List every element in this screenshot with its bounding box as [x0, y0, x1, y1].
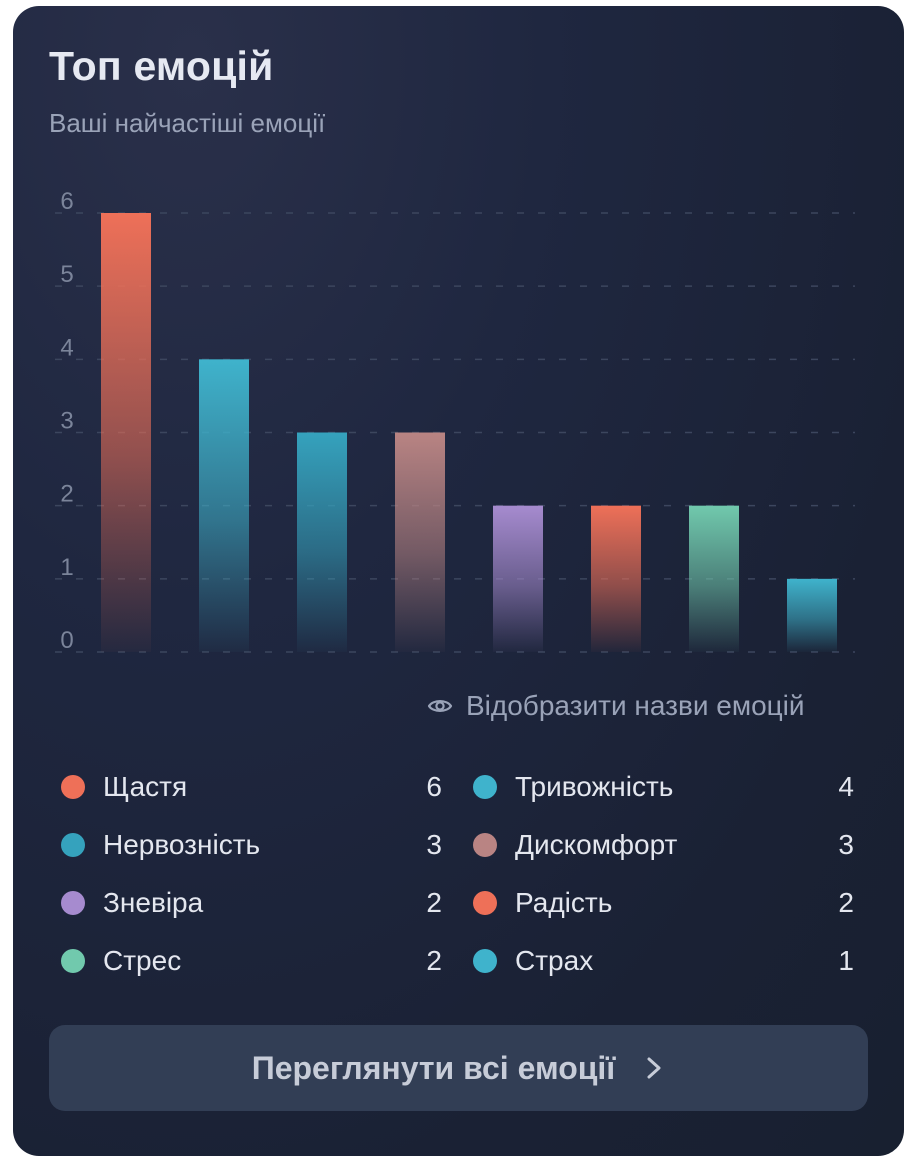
legend-emotion-count: 2	[426, 945, 442, 976]
legend-color-dot	[61, 891, 85, 915]
legend-emotion-count: 2	[426, 887, 442, 918]
legend-emotion-count: 1	[838, 945, 854, 976]
legend-color-dot	[473, 891, 497, 915]
legend-item: Страх 1	[461, 932, 854, 990]
legend-emotion-count: 4	[838, 771, 854, 802]
legend-item: Тривожність 4	[461, 758, 854, 816]
card-title: Топ емоцій	[49, 43, 274, 89]
y-tick-label: 1	[60, 554, 73, 581]
legend-color-dot	[473, 949, 497, 973]
bar-2[interactable]	[199, 359, 249, 652]
legend-emotion-count: 3	[426, 829, 442, 860]
bar-5[interactable]	[493, 505, 543, 652]
legend-color-dot	[473, 833, 497, 857]
y-tick-label: 6	[60, 188, 73, 215]
bar-1[interactable]	[101, 213, 151, 652]
y-tick-label: 3	[60, 408, 73, 435]
emotion-bar-chart: 0 1 2 3 4 5 6	[55, 188, 855, 654]
legend-emotion-name: Страх	[515, 945, 594, 976]
legend-item: Дискомфорт 3	[461, 816, 854, 874]
legend-color-dot	[61, 775, 85, 799]
legend-emotion-name: Тривожність	[515, 771, 674, 802]
chart-grid	[55, 212, 855, 653]
legend-item: Щастя 6	[49, 758, 442, 816]
y-tick-label: 2	[60, 481, 73, 508]
legend-emotion-name: Щастя	[103, 771, 188, 802]
y-tick-label: 5	[60, 261, 73, 288]
top-emotions-card: Топ емоцій Ваші найчастіші емоції 0 1 2 3 4 5…	[13, 6, 904, 1156]
view-all-emotions-button[interactable]: Переглянути всі емоції	[49, 1025, 868, 1111]
bar-3[interactable]	[297, 432, 347, 653]
y-axis-ticks: 0 1 2 3 4 5 6	[60, 188, 73, 654]
legend-emotion-name: Стрес	[103, 945, 182, 976]
bar-7[interactable]	[689, 505, 739, 652]
bar-4[interactable]	[395, 432, 445, 653]
legend-emotion-name: Радість	[515, 887, 613, 918]
y-tick-label: 0	[60, 627, 73, 654]
card-subtitle: Ваші найчастіші емоції	[49, 108, 326, 138]
emotion-legend: Щастя 6 Тривожність 4 Нервозність 3 Дискомфорт…	[49, 758, 854, 990]
legend-emotion-count: 6	[426, 771, 442, 802]
bar-8[interactable]	[787, 578, 837, 652]
legend-emotion-name: Зневіра	[103, 887, 204, 918]
legend-emotion-count: 3	[838, 829, 854, 860]
legend-emotion-count: 2	[838, 887, 854, 918]
legend-item: Радість 2	[461, 874, 854, 932]
view-all-emotions-label: Переглянути всі емоції	[251, 1049, 616, 1086]
legend-emotion-name: Дискомфорт	[515, 829, 678, 860]
legend-emotion-name: Нервозність	[103, 829, 261, 860]
eye-icon	[427, 700, 453, 712]
legend-item: Зневіра 2	[49, 874, 442, 932]
bar-6[interactable]	[591, 505, 641, 652]
chevron-right-icon	[647, 1057, 661, 1079]
show-emotion-names-label: Відобразити назви емоцій	[466, 690, 805, 721]
legend-color-dot	[61, 949, 85, 973]
chart-bars	[101, 213, 837, 652]
legend-color-dot	[61, 833, 85, 857]
legend-color-dot	[473, 775, 497, 799]
legend-item: Стрес 2	[49, 932, 442, 990]
y-tick-label: 4	[60, 334, 73, 361]
legend-item: Нервозність 3	[49, 816, 442, 874]
show-emotion-names-toggle[interactable]: Відобразити назви емоцій	[426, 686, 805, 726]
